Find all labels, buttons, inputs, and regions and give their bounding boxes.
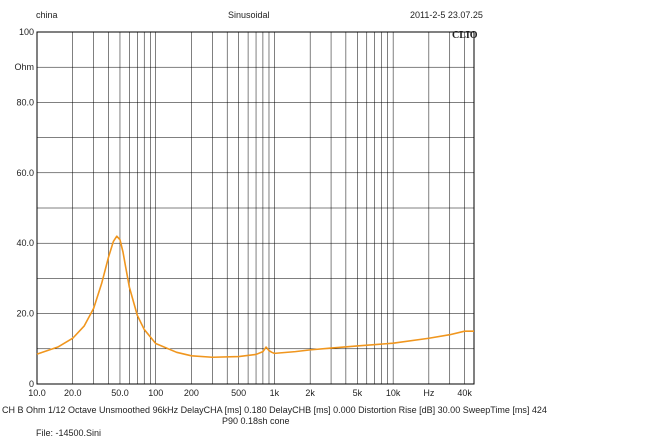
footer-settings: CH B Ohm 1/12 Octave Unsmoothed 96kHz De… [2,405,547,415]
x-tick-label: 10k [386,388,401,398]
x-tick-label: 200 [184,388,199,398]
y-tick-label: 60.0 [16,168,34,178]
header-right: 2011-2-5 23.07.25 [410,10,483,20]
header-left: china [36,10,58,20]
plot-frame [36,31,475,385]
x-tick-label: 50.0 [111,388,129,398]
grid-lines [37,32,474,384]
y-tick-label: 20.0 [16,309,34,319]
x-tick-label: 20.0 [64,388,82,398]
footer-file: File: -14500.Sini [36,428,102,438]
x-tick-label: 2k [305,388,315,398]
x-tick-label: 5k [353,388,363,398]
x-tick-label: 500 [231,388,246,398]
y-tick-label: 80.0 [16,97,34,107]
y-tick-label: Ohm [14,62,34,72]
header-center: Sinusoidal [228,10,270,20]
y-tick-label: 40.0 [16,238,34,248]
y-tick-label: 100 [19,27,34,37]
x-tick-label: Hz [423,388,434,398]
x-tick-label: 1k [270,388,280,398]
footer-sample: P90 0.18sh cone [222,416,290,426]
clio-logo: CLIO [452,30,478,41]
y-tick-label: 0 [29,379,34,389]
impedance-curve [36,235,474,359]
x-tick-label: 10.0 [28,388,46,398]
x-tick-labels: 10.0 20.0 50.0 100 200 500 1k 2k 5k 10k Hz 40k [28,388,472,398]
x-tick-label: 40k [457,388,472,398]
y-tick-labels: 0 20.0 40.0 60.0 80.0 Ohm 100 [14,27,34,389]
x-tick-label: 100 [148,388,163,398]
